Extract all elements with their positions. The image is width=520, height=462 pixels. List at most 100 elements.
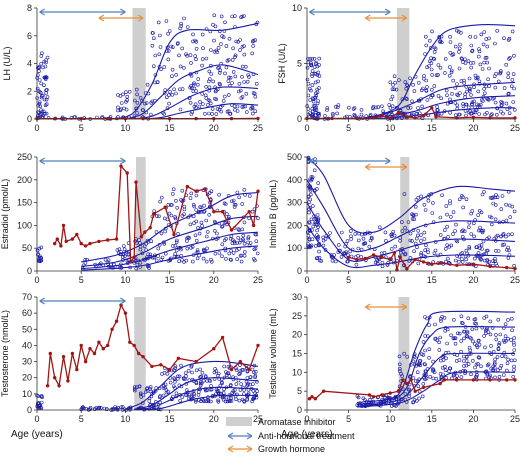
reference-point xyxy=(422,230,427,235)
reference-point xyxy=(238,38,242,42)
reference-point xyxy=(475,345,480,350)
reference-point xyxy=(226,364,231,369)
x-tick-label: 5 xyxy=(346,275,351,285)
reference-point xyxy=(119,101,124,105)
patient-point xyxy=(194,189,198,193)
reference-point xyxy=(475,102,479,107)
reference-point xyxy=(153,53,158,58)
y-tick-label: 100 xyxy=(287,243,302,253)
reference-point xyxy=(478,225,482,230)
reference-point xyxy=(346,105,351,110)
fsh-panel: 0 5 10 15 20 25 0 5 10 FSH (U/L) xyxy=(277,3,520,133)
reference-point xyxy=(206,399,211,404)
reference-point xyxy=(445,341,449,346)
reference-point xyxy=(493,41,497,46)
reference-point xyxy=(160,195,164,200)
reference-point xyxy=(470,358,475,363)
reference-point xyxy=(448,40,453,44)
reference-point xyxy=(316,79,320,84)
reference-point xyxy=(44,102,49,106)
reference-point xyxy=(209,189,214,193)
reference-point xyxy=(308,192,313,197)
reference-point xyxy=(336,243,341,247)
reference-point xyxy=(191,32,195,37)
reference-point xyxy=(445,243,450,247)
reference-point xyxy=(227,75,231,80)
reference-point xyxy=(120,405,125,409)
x-tick-label: 5 xyxy=(346,123,351,133)
patient-point xyxy=(88,241,92,246)
patient-point xyxy=(194,359,198,364)
reference-point xyxy=(467,246,472,251)
reference-point xyxy=(227,215,231,219)
reference-point xyxy=(352,106,357,110)
reference-point xyxy=(132,387,137,391)
patient-point xyxy=(346,255,351,259)
reference-point xyxy=(453,101,458,105)
reference-point xyxy=(463,92,468,96)
patient-point xyxy=(421,114,426,118)
reference-point xyxy=(186,235,190,240)
reference-point xyxy=(117,247,122,251)
reference-point xyxy=(217,107,222,112)
reference-point xyxy=(235,257,239,261)
reference-point xyxy=(510,204,515,209)
reference-point xyxy=(351,107,356,111)
reference-curve xyxy=(356,310,516,404)
reference-point xyxy=(467,221,472,225)
reference-point xyxy=(42,97,47,102)
reference-point xyxy=(224,256,228,261)
reference-point xyxy=(507,36,512,41)
reference-point xyxy=(423,334,428,338)
reference-point xyxy=(450,92,454,96)
reference-point xyxy=(474,321,479,326)
reference-point xyxy=(478,102,483,107)
reference-point xyxy=(390,104,395,108)
reference-point xyxy=(251,38,256,43)
reference-point xyxy=(469,372,473,377)
reference-point xyxy=(180,188,185,193)
reference-point xyxy=(439,319,443,323)
reference-point xyxy=(238,371,242,376)
reference-point xyxy=(223,202,228,206)
x-tick-label: 10 xyxy=(120,123,130,133)
reference-point xyxy=(317,249,321,254)
aromatase-band xyxy=(132,8,146,119)
reference-point xyxy=(253,375,257,380)
reference-curve xyxy=(306,225,516,269)
reference-point xyxy=(214,97,219,102)
patient-point xyxy=(61,223,66,228)
reference-point xyxy=(425,334,430,338)
reference-point xyxy=(403,80,408,84)
reference-point xyxy=(387,103,392,107)
reference-point xyxy=(313,110,318,115)
reference-curve xyxy=(306,202,516,262)
reference-point xyxy=(485,44,490,49)
reference-point xyxy=(495,28,500,33)
reference-curve xyxy=(81,215,259,267)
reference-point xyxy=(391,83,395,87)
reference-point xyxy=(254,239,259,243)
reference-point xyxy=(457,197,462,202)
reference-point xyxy=(506,318,510,322)
reference-point xyxy=(228,112,232,116)
reference-point xyxy=(81,406,86,410)
patient-point xyxy=(421,260,426,264)
reference-point xyxy=(194,193,199,198)
reference-point xyxy=(506,91,511,96)
patient-point xyxy=(212,210,216,214)
x-tick-label: 10 xyxy=(120,414,130,424)
reference-point xyxy=(380,104,384,109)
anti-hormonal-arrow xyxy=(309,8,391,16)
growth-hormone-arrow xyxy=(364,14,408,22)
reference-point xyxy=(119,405,123,410)
reference-point xyxy=(407,394,411,399)
reference-point xyxy=(493,203,498,207)
reference-point xyxy=(445,212,449,217)
reference-point xyxy=(198,367,202,372)
reference-point xyxy=(443,247,448,251)
reference-point xyxy=(315,187,319,191)
reference-point xyxy=(462,364,466,368)
reference-point xyxy=(355,394,360,398)
reference-point xyxy=(256,216,260,221)
